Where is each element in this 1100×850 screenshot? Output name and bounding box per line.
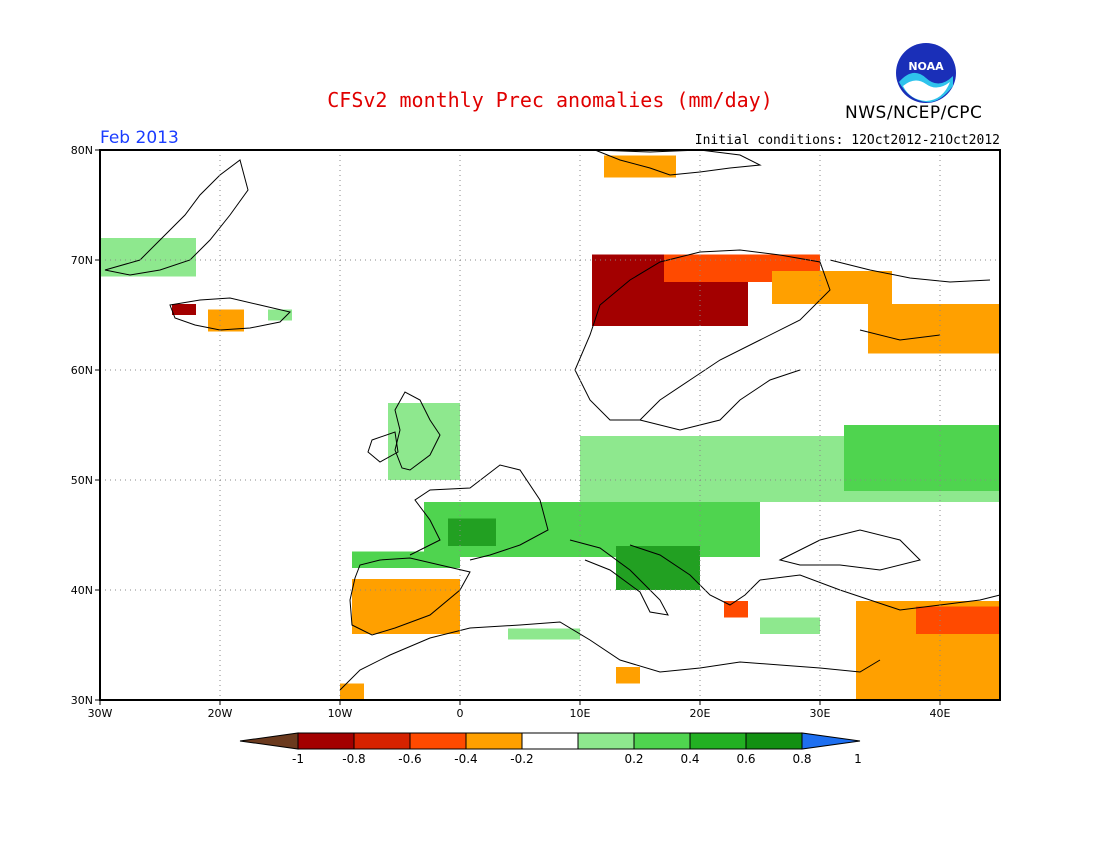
colorbar-label: -0.6 xyxy=(398,752,421,766)
lat-label: 50N xyxy=(71,474,93,487)
anomaly-region-iceland-east xyxy=(268,309,292,321)
lat-label: 80N xyxy=(71,144,93,157)
colorbar-label: 0.4 xyxy=(680,752,699,766)
map-frame xyxy=(99,149,1001,701)
coastline-black-sea xyxy=(778,529,921,571)
coastline-scandinavia xyxy=(574,249,831,421)
anomaly-region-kola-dry xyxy=(772,271,892,304)
lat-label: 60N xyxy=(71,364,93,377)
coastlines xyxy=(104,149,1001,691)
anomaly-fills xyxy=(100,155,1000,700)
initial-conditions-label: Initial conditions: 12Oct2012-21Oct2012 xyxy=(694,133,1000,148)
lat-label: 30N xyxy=(71,694,93,707)
logo-text: NOAA xyxy=(908,60,944,73)
colorbar-label: 0.8 xyxy=(792,752,811,766)
graticule xyxy=(100,150,1000,700)
coastline-iceland xyxy=(169,297,291,331)
organization-label: NWS/NCEP/CPC xyxy=(845,103,983,123)
anomaly-region-libya-dry xyxy=(616,667,640,684)
anomaly-region-biscay xyxy=(448,518,496,546)
coastline-turkey xyxy=(759,574,1001,611)
colorbar-box xyxy=(297,732,355,750)
coastline-ireland xyxy=(367,431,399,463)
coastline-balkans xyxy=(629,544,761,606)
colorbar-box xyxy=(353,732,411,750)
anomaly-region-aegean-wet xyxy=(760,617,820,634)
anomaly-region-svalbard xyxy=(604,155,676,178)
lon-label: 40E xyxy=(930,707,951,720)
colorbar-box xyxy=(633,732,691,750)
colorbar-label: -1 xyxy=(292,752,304,766)
lon-label: 10E xyxy=(570,707,591,720)
anomaly-region-ukraine-russia xyxy=(844,425,1000,491)
lon-label: 10W xyxy=(328,707,353,720)
coastline-baltic xyxy=(639,369,801,431)
anomaly-region-north-africa-wet xyxy=(508,628,580,640)
colorbar-arrow-high xyxy=(801,732,861,750)
anomaly-region-iceland-south xyxy=(208,309,244,332)
anomaly-region-north-africa-west xyxy=(340,683,364,700)
colorbar-box xyxy=(465,732,523,750)
chart-title: CFSv2 monthly Prec anomalies (mm/day) xyxy=(327,88,773,112)
anomaly-region-iceland-west xyxy=(172,304,196,315)
lon-label: 30E xyxy=(810,707,831,720)
latitude-labels: 30N 40N 50N 60N 70N 80N xyxy=(71,144,100,707)
coastline-france xyxy=(409,464,549,561)
colorbar-box xyxy=(409,732,467,750)
colorbar-label: -0.8 xyxy=(342,752,365,766)
lon-label: 20E xyxy=(690,707,711,720)
lon-label: 20W xyxy=(208,707,233,720)
valid-month-label: Feb 2013 xyxy=(100,128,179,148)
anomaly-region-iberia-southwest xyxy=(352,595,376,612)
colorbar-arrow-low xyxy=(239,732,299,750)
lon-label: 30W xyxy=(88,707,113,720)
coastline-greenland xyxy=(104,159,249,276)
colorbar-box xyxy=(745,732,803,750)
coastline-britain xyxy=(394,391,441,471)
colorbar-box xyxy=(521,732,579,750)
colorbar: -1 -0.8 -0.6 -0.4 -0.2 0.2 0.4 0.6 0.8 1 xyxy=(239,732,862,766)
noaa-logo: NOAA xyxy=(895,42,957,104)
colorbar-label: 1 xyxy=(854,752,862,766)
lat-label: 70N xyxy=(71,254,93,267)
anomaly-region-east-turkey xyxy=(916,606,1000,634)
colorbar-label: 0.6 xyxy=(736,752,755,766)
colorbar-label: 0.2 xyxy=(624,752,643,766)
anomaly-region-russia-northwest xyxy=(868,304,1000,354)
colorbar-label: -0.2 xyxy=(510,752,533,766)
coastline-italy xyxy=(569,539,669,616)
colorbar-box xyxy=(689,732,747,750)
lon-label: 0 xyxy=(457,707,464,720)
coastline-russia-north xyxy=(829,259,991,341)
lat-label: 40N xyxy=(71,584,93,597)
colorbar-box xyxy=(577,732,635,750)
anomaly-region-greenland-east xyxy=(100,238,196,277)
anomaly-region-adriatic-balkans xyxy=(616,546,700,590)
anomaly-region-british-isles xyxy=(388,403,460,480)
coastline-north-africa xyxy=(339,621,881,691)
longitude-labels: 30W 20W 10W 0 10E 20E 30E 40E xyxy=(88,700,951,720)
colorbar-label: -0.4 xyxy=(454,752,477,766)
